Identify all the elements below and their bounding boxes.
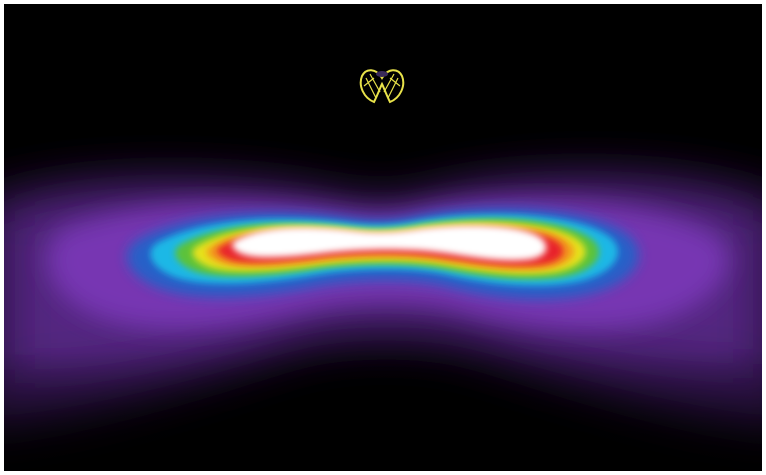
scene-viewport: [4, 4, 762, 471]
illuminance-render: [4, 4, 762, 471]
luminaire-icon: [359, 69, 405, 104]
floor-shadow: [4, 204, 762, 471]
